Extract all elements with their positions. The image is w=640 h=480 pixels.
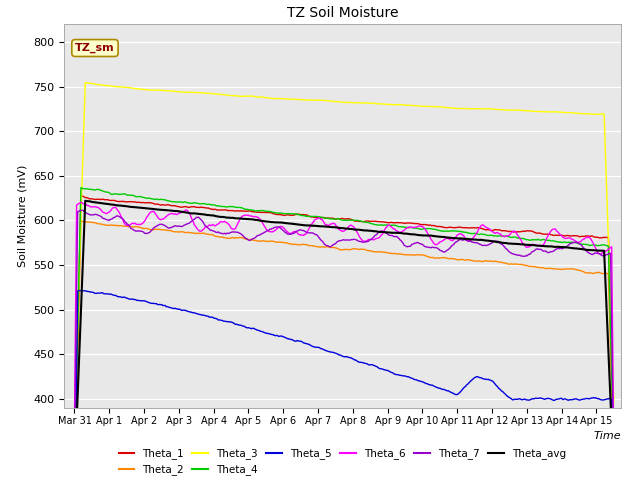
Theta_2 [598, 271, 606, 276]
Theta_6 [514, 232, 522, 238]
Theta_7 [393, 234, 401, 240]
Theta_3 [393, 102, 401, 108]
Theta_6 [610, 447, 618, 453]
Line: Theta_7: Theta_7 [74, 210, 614, 469]
Theta_4 [598, 242, 606, 248]
Theta_6 [598, 250, 606, 256]
Theta_4 [331, 216, 339, 222]
Theta_6 [364, 238, 371, 243]
Theta_2 [331, 245, 339, 251]
Theta_2 [514, 262, 522, 267]
Theta_avg [81, 198, 89, 204]
Theta_1 [70, 473, 78, 479]
Theta_4 [514, 235, 522, 241]
Theta_1 [331, 216, 339, 222]
Theta_avg [328, 224, 335, 230]
Theta_1 [514, 229, 522, 235]
Theta_4 [328, 216, 335, 222]
Line: Theta_avg: Theta_avg [74, 201, 614, 479]
Theta_7 [328, 243, 335, 249]
X-axis label: Time: Time [593, 431, 621, 441]
Theta_1 [393, 220, 401, 226]
Theta_6 [331, 221, 339, 227]
Theta_7 [331, 241, 339, 247]
Theta_5 [364, 361, 371, 367]
Theta_4 [70, 469, 78, 475]
Theta_7 [598, 252, 606, 258]
Theta_avg [364, 228, 371, 233]
Theta_3 [328, 98, 335, 104]
Title: TZ Soil Moisture: TZ Soil Moisture [287, 6, 398, 20]
Theta_3 [331, 99, 339, 105]
Theta_6 [70, 423, 78, 429]
Theta_5 [598, 397, 606, 403]
Text: TZ_sm: TZ_sm [75, 43, 115, 53]
Theta_2 [364, 248, 371, 253]
Theta_1 [77, 193, 84, 199]
Theta_6 [77, 199, 84, 205]
Theta_5 [328, 349, 335, 355]
Theta_3 [598, 111, 606, 117]
Theta_2 [610, 472, 618, 478]
Theta_avg [610, 476, 618, 480]
Theta_3 [514, 107, 522, 113]
Theta_4 [610, 456, 618, 462]
Theta_4 [364, 220, 371, 226]
Theta_avg [393, 230, 401, 236]
Theta_7 [514, 252, 522, 258]
Theta_1 [328, 215, 335, 221]
Theta_5 [393, 372, 401, 378]
Theta_1 [598, 235, 606, 241]
Theta_avg [598, 248, 606, 253]
Theta_4 [77, 185, 84, 191]
Theta_3 [610, 400, 618, 406]
Line: Theta_3: Theta_3 [74, 83, 614, 419]
Theta_5 [77, 288, 84, 293]
Line: Theta_4: Theta_4 [74, 188, 614, 472]
Theta_2 [77, 218, 84, 224]
Theta_avg [70, 475, 78, 480]
Theta_4 [393, 223, 401, 228]
Theta_1 [364, 218, 371, 224]
Y-axis label: Soil Moisture (mV): Soil Moisture (mV) [17, 165, 28, 267]
Theta_2 [328, 244, 335, 250]
Theta_avg [331, 225, 339, 230]
Line: Theta_1: Theta_1 [74, 196, 614, 476]
Theta_7 [610, 466, 618, 472]
Theta_5 [331, 350, 339, 356]
Theta_6 [393, 228, 401, 234]
Theta_7 [78, 207, 86, 213]
Theta_3 [364, 100, 371, 106]
Line: Theta_2: Theta_2 [74, 221, 614, 480]
Theta_avg [514, 241, 522, 247]
Theta_7 [364, 239, 371, 244]
Theta_6 [328, 221, 335, 227]
Theta_1 [610, 452, 618, 457]
Theta_7 [70, 444, 78, 449]
Theta_2 [393, 251, 401, 257]
Line: Theta_6: Theta_6 [74, 202, 614, 450]
Theta_3 [81, 80, 89, 85]
Theta_5 [514, 396, 522, 402]
Line: Theta_5: Theta_5 [74, 290, 614, 480]
Legend: Theta_1, Theta_2, Theta_3, Theta_4, Theta_5, Theta_6, Theta_7, Theta_avg: Theta_1, Theta_2, Theta_3, Theta_4, Thet… [115, 444, 570, 480]
Theta_3 [70, 416, 78, 422]
